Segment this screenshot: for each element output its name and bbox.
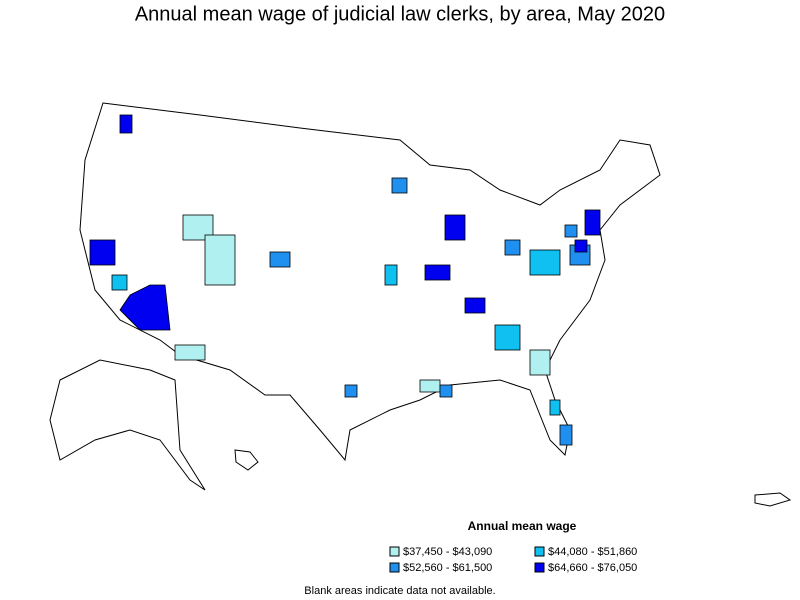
area <box>391 177 408 194</box>
area <box>574 239 588 253</box>
legend-swatch <box>389 562 400 573</box>
area <box>119 114 133 134</box>
area <box>424 264 451 281</box>
area <box>529 249 561 276</box>
area <box>584 209 601 236</box>
area <box>344 384 358 398</box>
legend-label: $64,660 - $76,050 <box>548 562 637 574</box>
legend-title: Annual mean wage <box>468 519 577 533</box>
alaska <box>49 359 206 491</box>
legend: Annual mean wage $37,450 - $43,090 $44,0… <box>389 519 637 574</box>
puerto-rico <box>754 492 792 507</box>
area <box>204 234 236 286</box>
area <box>111 274 128 291</box>
legend-swatch <box>389 546 400 557</box>
legend-label: $37,450 - $43,090 <box>403 546 492 558</box>
hawaii <box>234 449 259 471</box>
area <box>419 379 441 393</box>
area <box>439 384 453 398</box>
area <box>559 424 573 446</box>
area <box>119 284 171 331</box>
area <box>269 251 291 268</box>
area <box>384 264 398 286</box>
area <box>444 214 466 241</box>
area <box>89 239 116 266</box>
map <box>49 102 792 507</box>
legend-label: $44,080 - $51,860 <box>548 546 637 558</box>
area <box>464 297 486 314</box>
area <box>504 239 521 256</box>
area <box>549 399 561 416</box>
area <box>529 349 551 376</box>
area <box>564 224 578 238</box>
area <box>494 324 521 351</box>
area <box>174 344 206 361</box>
legend-swatch <box>534 562 545 573</box>
footnote: Blank areas indicate data not available. <box>304 585 495 597</box>
legend-label: $52,560 - $61,500 <box>403 562 492 574</box>
legend-swatch <box>534 546 545 557</box>
area <box>182 214 214 241</box>
map-title: Annual mean wage of judicial law clerks,… <box>135 3 665 25</box>
